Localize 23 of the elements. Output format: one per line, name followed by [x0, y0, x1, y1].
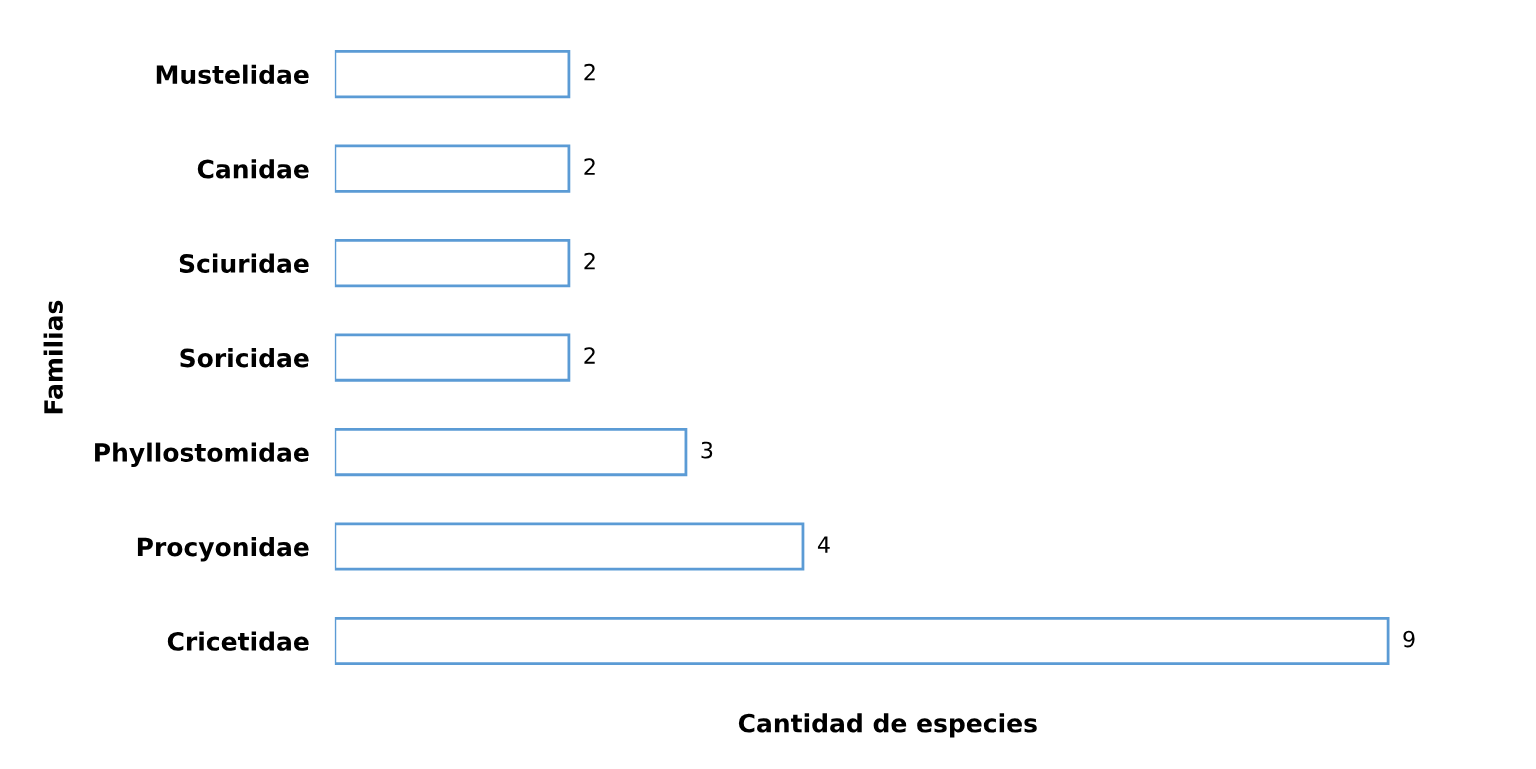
data-label: 4 [817, 536, 830, 553]
x-axis-title: Cantidad de especies [738, 713, 1037, 738]
data-label: 9 [1403, 630, 1415, 648]
data-label: 3 [701, 441, 713, 459]
bar [334, 50, 571, 99]
data-label: 2 [584, 347, 595, 364]
data-label: 2 [584, 252, 595, 270]
bar [334, 522, 805, 571]
y-tick-label: Canidae [197, 159, 309, 179]
y-tick-label: Phyllostomidae [95, 442, 309, 467]
y-tick-label: Sciuridae [179, 253, 309, 273]
bar [334, 428, 688, 477]
bar [334, 144, 571, 193]
bar [334, 616, 1390, 666]
y-tick-label: Mustelidae [156, 64, 309, 85]
bar [334, 333, 571, 382]
data-label: 2 [584, 158, 595, 175]
y-tick-label: Soricidae [180, 348, 309, 368]
y-tick-label: Procyonidae [137, 537, 309, 562]
data-label: 2 [584, 63, 595, 81]
y-tick-label: Cricetidae [167, 631, 309, 651]
bar [334, 239, 571, 288]
y-axis-title: Familias [43, 300, 63, 414]
